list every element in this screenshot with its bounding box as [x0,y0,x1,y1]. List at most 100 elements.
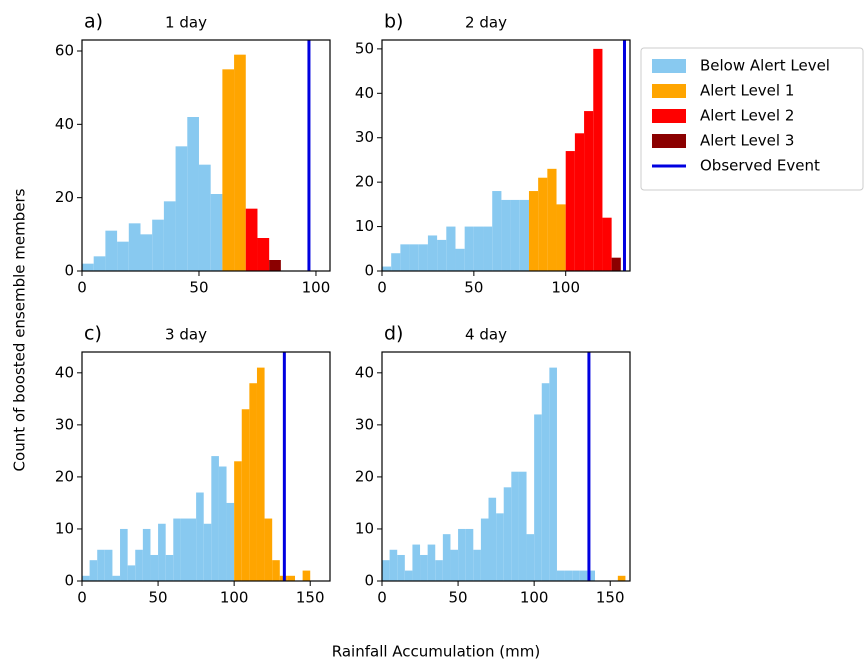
bar [287,575,296,581]
y-tick-label: 30 [355,128,374,146]
x-tick-label: 100 [551,279,580,297]
bar [234,54,246,271]
bar [538,177,548,271]
subplot-title: 1 day [165,14,207,32]
y-tick-label: 40 [355,363,374,381]
bar [488,497,497,581]
bar [152,219,164,271]
legend: Below Alert Level Alert Level 1 Alert Leve… [640,47,864,191]
bar [264,518,273,581]
bar [272,560,280,581]
legend-label: Alert Level 3 [700,132,794,150]
y-tick-label: 10 [355,217,374,235]
bar [117,241,129,271]
bar [587,570,596,581]
bar [503,487,512,581]
y-tick-label: 60 [55,42,74,60]
bar [534,414,542,581]
x-axis-label: Rainfall Accumulation (mm) [332,643,540,661]
bar [89,560,98,581]
bar [501,199,511,271]
y-tick-label: 10 [55,519,74,537]
bar [82,263,94,271]
bar [518,471,527,581]
bar [593,48,603,272]
bar [617,575,626,581]
bar [442,534,451,581]
bar [556,570,565,581]
x-tick-label: 0 [77,589,87,607]
bar [187,117,199,271]
legend-label: Alert Level 1 [700,82,794,100]
bar [257,238,270,271]
x-tick-label: 100 [220,589,249,607]
x-tick-label: 50 [449,589,468,607]
bar [549,367,557,581]
bar [611,257,621,271]
y-tick-label: 30 [355,415,374,433]
legend-box [640,47,864,191]
x-tick-label: 100 [520,589,549,607]
bar [492,191,502,271]
bar [188,518,197,581]
panel-label: a) [84,11,103,33]
bar [435,560,443,581]
axes-frame [381,351,631,582]
bar [483,226,493,271]
bar [541,383,550,581]
bar [602,217,612,271]
y-tick-label: 0 [64,572,74,590]
y-axis-label: Count of boosted ensemble members [11,188,29,471]
y-tick-label: 30 [55,415,74,433]
x-tick-label: 50 [189,279,208,297]
bar [418,244,428,271]
legend-swatch [652,84,686,98]
bar [234,461,242,581]
bar [528,191,539,271]
bar [241,409,250,581]
bar [269,260,281,271]
panel-label: d) [384,323,403,345]
bar [446,226,456,271]
axes-frame [381,39,631,272]
bar [584,111,594,271]
bar [198,164,211,271]
legend-label: Observed Event [700,157,820,175]
panel-label: c) [84,323,102,345]
bar [564,570,573,581]
x-tick-label: 50 [149,589,168,607]
bar [120,528,128,581]
bar [427,544,436,581]
bar [409,244,419,271]
bar [400,244,410,271]
y-tick-label: 40 [55,363,74,381]
bar [450,549,459,581]
bar [464,226,474,271]
bar [389,549,398,581]
axes-frame [81,39,331,272]
bar [412,544,421,581]
x-tick-label: 100 [302,279,331,297]
bar [526,534,535,581]
bar [579,570,588,581]
bar [480,518,489,581]
bar [135,549,143,581]
bar [465,528,474,581]
legend-label: Below Alert Level [700,57,830,75]
bar [511,471,519,581]
bar [93,256,106,271]
bar [210,194,223,271]
y-tick-label: 0 [364,262,374,280]
bar [163,201,176,271]
bar [142,528,151,581]
bar [245,208,258,271]
x-tick-label: 50 [464,279,483,297]
bar [455,248,465,271]
bar [397,554,405,581]
bar [404,570,413,581]
panel-label: b) [384,11,403,33]
y-tick-label: 40 [55,115,74,133]
x-tick-label: 0 [377,589,387,607]
y-tick-label: 20 [55,188,74,206]
